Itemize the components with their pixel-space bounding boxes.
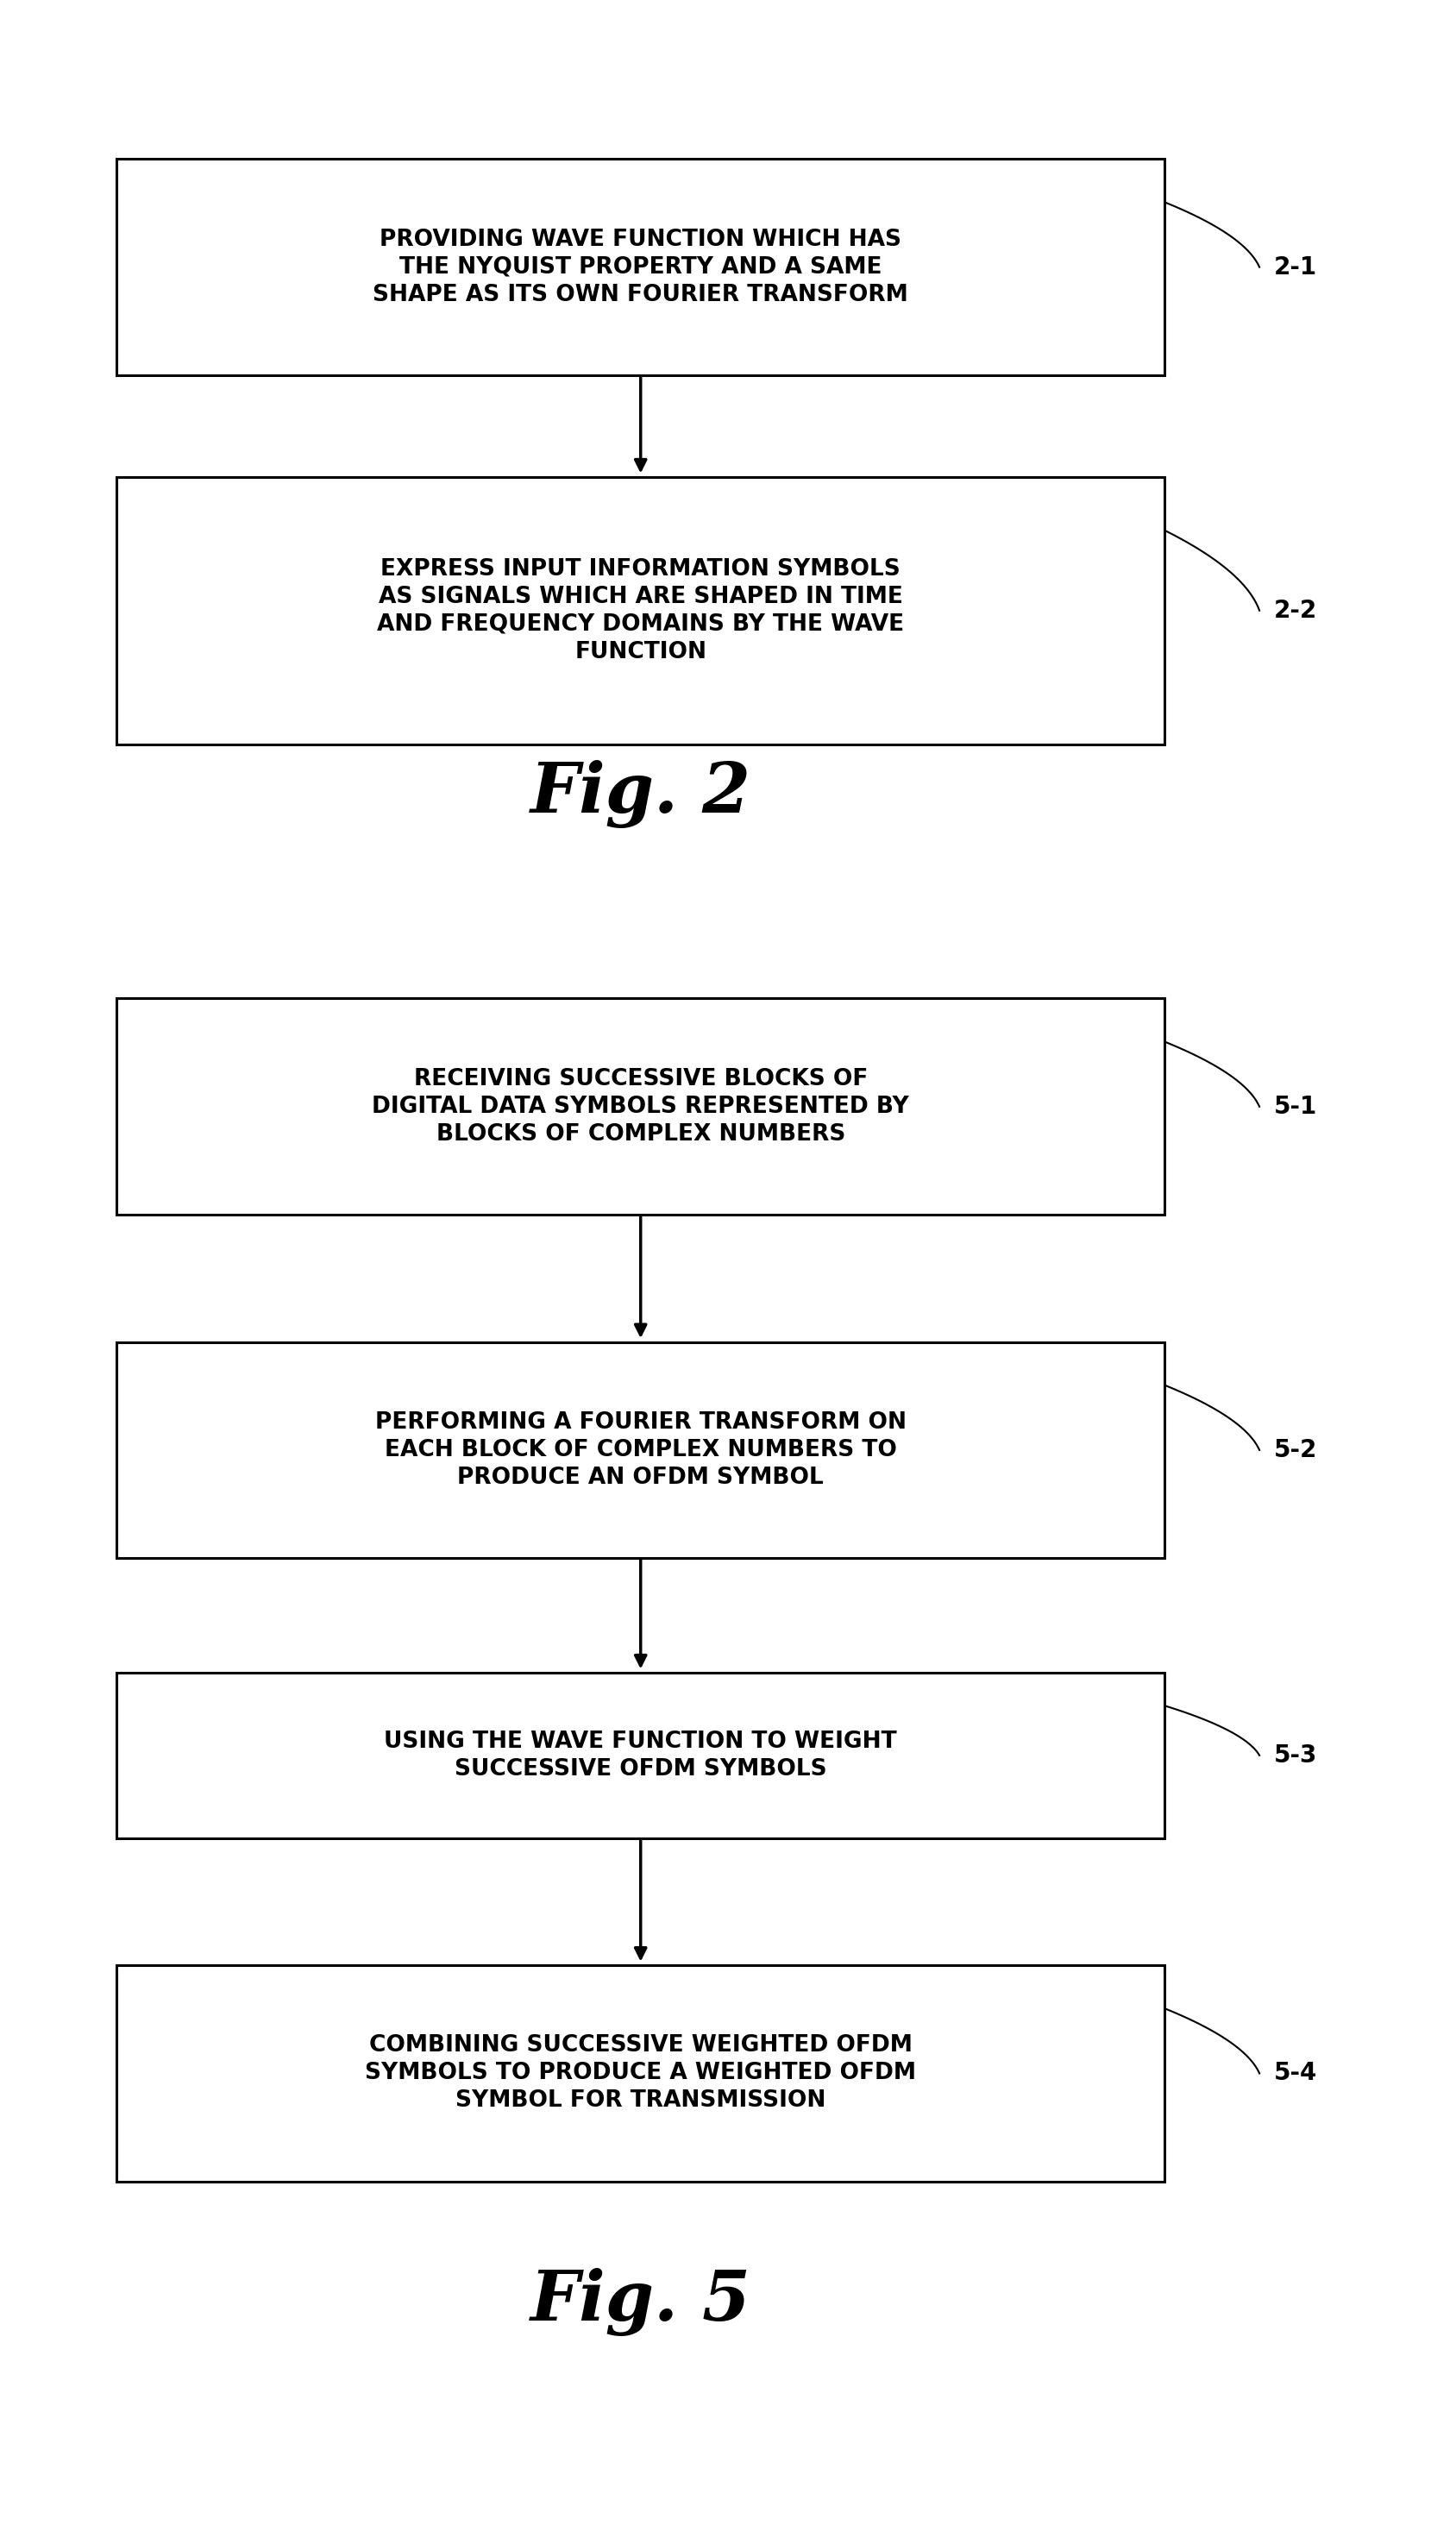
Text: Fig. 2: Fig. 2 bbox=[530, 761, 751, 827]
Text: EXPRESS INPUT INFORMATION SYMBOLS
AS SIGNALS WHICH ARE SHAPED IN TIME
AND FREQUE: EXPRESS INPUT INFORMATION SYMBOLS AS SIG… bbox=[377, 557, 904, 664]
Bar bbox=[116, 1343, 1165, 1557]
Bar bbox=[116, 158, 1165, 374]
Text: 2-2: 2-2 bbox=[1274, 598, 1318, 623]
Bar bbox=[116, 997, 1165, 1213]
Text: 5-2: 5-2 bbox=[1274, 1437, 1318, 1463]
Text: Fig. 5: Fig. 5 bbox=[530, 2269, 751, 2335]
Bar bbox=[116, 1674, 1165, 1837]
Text: RECEIVING SUCCESSIVE BLOCKS OF
DIGITAL DATA SYMBOLS REPRESENTED BY
BLOCKS OF COM: RECEIVING SUCCESSIVE BLOCKS OF DIGITAL D… bbox=[373, 1068, 909, 1145]
Bar bbox=[116, 476, 1165, 743]
Text: 5-3: 5-3 bbox=[1274, 1743, 1318, 1768]
Text: 5-1: 5-1 bbox=[1274, 1094, 1318, 1119]
Text: 2-1: 2-1 bbox=[1274, 254, 1318, 280]
Text: COMBINING SUCCESSIVE WEIGHTED OFDM
SYMBOLS TO PRODUCE A WEIGHTED OFDM
SYMBOL FOR: COMBINING SUCCESSIVE WEIGHTED OFDM SYMBO… bbox=[365, 2035, 916, 2112]
Text: 5-4: 5-4 bbox=[1274, 2061, 1318, 2086]
Bar bbox=[116, 1964, 1165, 2183]
Text: PERFORMING A FOURIER TRANSFORM ON
EACH BLOCK OF COMPLEX NUMBERS TO
PRODUCE AN OF: PERFORMING A FOURIER TRANSFORM ON EACH B… bbox=[376, 1412, 906, 1488]
Text: PROVIDING WAVE FUNCTION WHICH HAS
THE NYQUIST PROPERTY AND A SAME
SHAPE AS ITS O: PROVIDING WAVE FUNCTION WHICH HAS THE NY… bbox=[373, 229, 909, 305]
Text: USING THE WAVE FUNCTION TO WEIGHT
SUCCESSIVE OFDM SYMBOLS: USING THE WAVE FUNCTION TO WEIGHT SUCCES… bbox=[384, 1730, 897, 1781]
